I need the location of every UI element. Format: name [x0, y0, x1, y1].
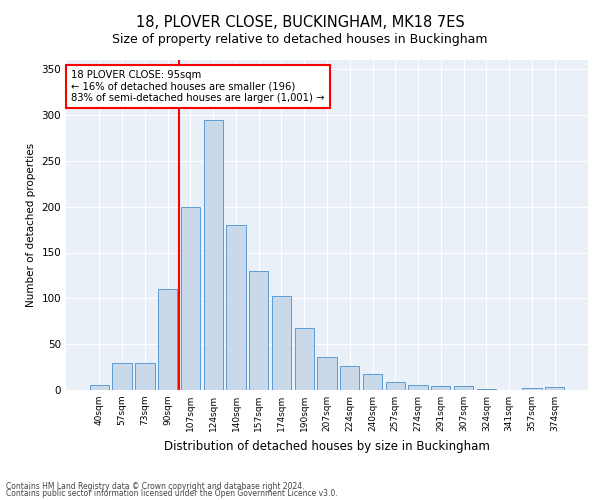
Text: Size of property relative to detached houses in Buckingham: Size of property relative to detached ho…: [112, 32, 488, 46]
Bar: [112, 364, 132, 390]
Bar: [272, 296, 291, 390]
Bar: [409, 386, 428, 390]
Bar: [522, 388, 542, 390]
Bar: [203, 120, 223, 390]
Bar: [249, 271, 268, 390]
Bar: [476, 389, 496, 390]
Bar: [317, 357, 337, 390]
Y-axis label: Number of detached properties: Number of detached properties: [26, 143, 36, 307]
Bar: [90, 384, 109, 390]
Bar: [431, 386, 451, 390]
Text: Contains public sector information licensed under the Open Government Licence v3: Contains public sector information licen…: [6, 489, 338, 498]
Bar: [226, 225, 245, 390]
Bar: [158, 289, 178, 390]
Bar: [386, 382, 405, 390]
Bar: [545, 387, 564, 390]
Bar: [454, 386, 473, 390]
Text: 18 PLOVER CLOSE: 95sqm
← 16% of detached houses are smaller (196)
83% of semi-de: 18 PLOVER CLOSE: 95sqm ← 16% of detached…: [71, 70, 325, 103]
Text: 18, PLOVER CLOSE, BUCKINGHAM, MK18 7ES: 18, PLOVER CLOSE, BUCKINGHAM, MK18 7ES: [136, 15, 464, 30]
Bar: [181, 206, 200, 390]
Bar: [363, 374, 382, 390]
Bar: [295, 328, 314, 390]
Bar: [135, 364, 155, 390]
X-axis label: Distribution of detached houses by size in Buckingham: Distribution of detached houses by size …: [164, 440, 490, 452]
Text: Contains HM Land Registry data © Crown copyright and database right 2024.: Contains HM Land Registry data © Crown c…: [6, 482, 305, 491]
Bar: [340, 366, 359, 390]
